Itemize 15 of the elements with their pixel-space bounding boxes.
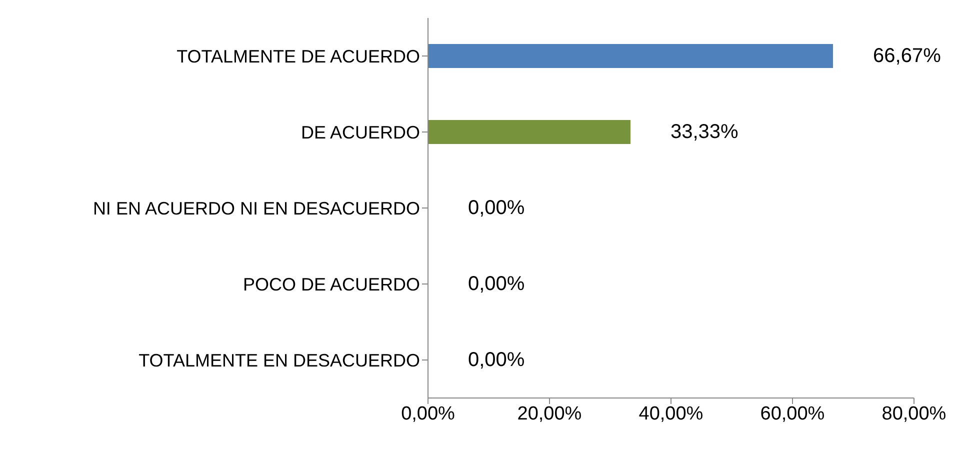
y-tick-label: NI EN ACUERDO NI EN DESACUERDO bbox=[92, 198, 420, 218]
data-label: 0,00% bbox=[468, 273, 525, 295]
x-tick-label: 40,00% bbox=[638, 403, 704, 424]
x-tick-label: 20,00% bbox=[517, 403, 582, 424]
x-tick-label: 60,00% bbox=[760, 403, 825, 424]
x-tick-label: 80,00% bbox=[882, 403, 946, 424]
data-label: 0,00% bbox=[468, 349, 525, 371]
data-label: 0,00% bbox=[468, 197, 525, 219]
data-label: 66,67% bbox=[873, 45, 942, 67]
y-tick-label: POCO DE ACUERDO bbox=[242, 274, 420, 294]
y-tick-label: TOTALMENTE EN DESACUERDO bbox=[138, 350, 420, 370]
x-tick-label: 0,00% bbox=[401, 403, 456, 424]
data-label: 33,33% bbox=[670, 121, 739, 143]
y-tick-label: DE ACUERDO bbox=[300, 122, 420, 142]
y-tick-label: TOTALMENTE DE ACUERDO bbox=[176, 46, 420, 66]
